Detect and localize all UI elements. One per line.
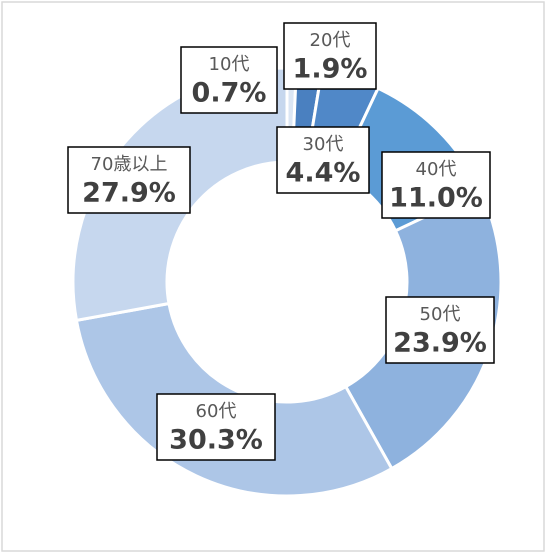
data-label-category: 30代 <box>303 134 344 155</box>
data-label-category: 10代 <box>209 54 250 75</box>
data-label-category: 20代 <box>310 30 351 51</box>
data-label-box <box>381 151 491 219</box>
data-label-category: 70歳以上 <box>91 154 168 175</box>
data-label-category: 50代 <box>420 304 461 325</box>
data-label-box <box>156 393 276 461</box>
data-label-box <box>385 296 495 364</box>
data-label-box <box>67 146 191 214</box>
data-label-box <box>180 46 278 114</box>
data-label-box <box>276 126 370 194</box>
data-label-value: 11.0% <box>389 183 483 214</box>
data-label-category: 60代 <box>196 401 237 422</box>
data-label-value: 0.7% <box>192 78 267 109</box>
data-label-value: 23.9% <box>393 328 487 359</box>
data-label-category: 40代 <box>416 159 457 180</box>
data-label-value: 4.4% <box>286 158 361 189</box>
data-label-box <box>283 22 377 90</box>
data-label-value: 27.9% <box>82 178 176 209</box>
data-label-value: 30.3% <box>169 425 263 456</box>
data-label-value: 1.9% <box>293 54 368 85</box>
